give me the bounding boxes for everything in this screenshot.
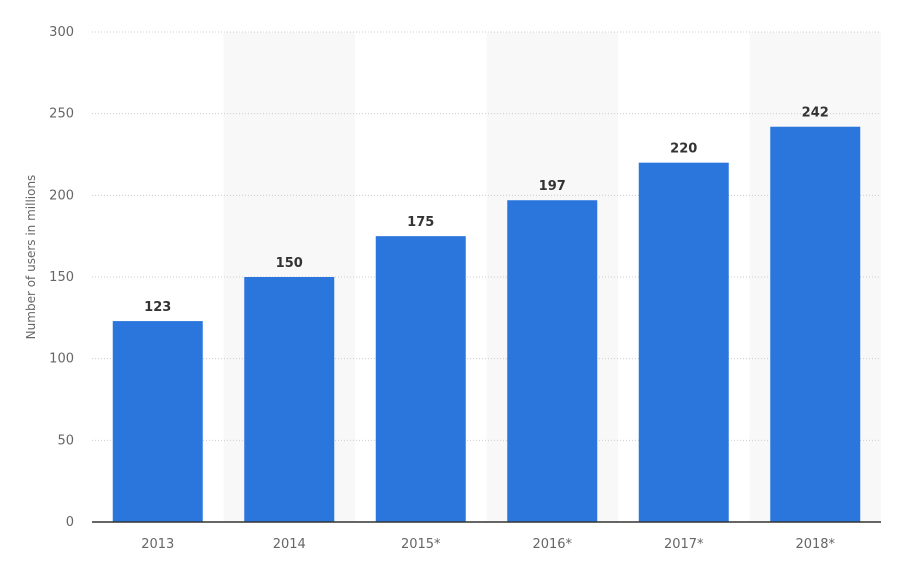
y-tick-label: 100: [49, 352, 74, 367]
x-axis-ticks: 2013 2014 2015* 2016* 2017* 2018*: [141, 537, 835, 552]
data-label: 242: [802, 106, 829, 121]
data-label: 123: [144, 300, 171, 315]
bars: [112, 126, 861, 522]
x-tick-label: 2014: [273, 537, 306, 552]
bar: [112, 321, 203, 522]
bar: [770, 126, 861, 522]
y-tick-label: 0: [66, 515, 74, 530]
bar: [638, 162, 729, 522]
data-label: 197: [539, 179, 566, 194]
grid-lines: [92, 31, 881, 441]
y-tick-label: 200: [49, 188, 74, 203]
data-label: 175: [407, 215, 434, 230]
x-tick-label: 2016*: [532, 537, 572, 552]
data-label: 150: [276, 256, 303, 271]
x-tick-label: 2018*: [795, 537, 835, 552]
data-labels: 123 150 175 197 220 242: [144, 106, 829, 315]
bar: [375, 236, 466, 522]
x-tick-label: 2015*: [401, 537, 441, 552]
y-tick-label: 250: [49, 107, 74, 122]
y-tick-label: 300: [49, 25, 74, 40]
bar: [244, 277, 335, 522]
data-label: 220: [670, 142, 697, 157]
y-tick-label: 50: [57, 433, 74, 448]
x-tick-label: 2017*: [664, 537, 704, 552]
y-axis-label: Number of users in millions: [24, 175, 38, 340]
x-tick-label: 2013: [141, 537, 174, 552]
bar: [507, 200, 598, 522]
y-axis-ticks: 0 50 100 150 200 250 300: [49, 25, 74, 530]
y-tick-label: 150: [49, 270, 74, 285]
